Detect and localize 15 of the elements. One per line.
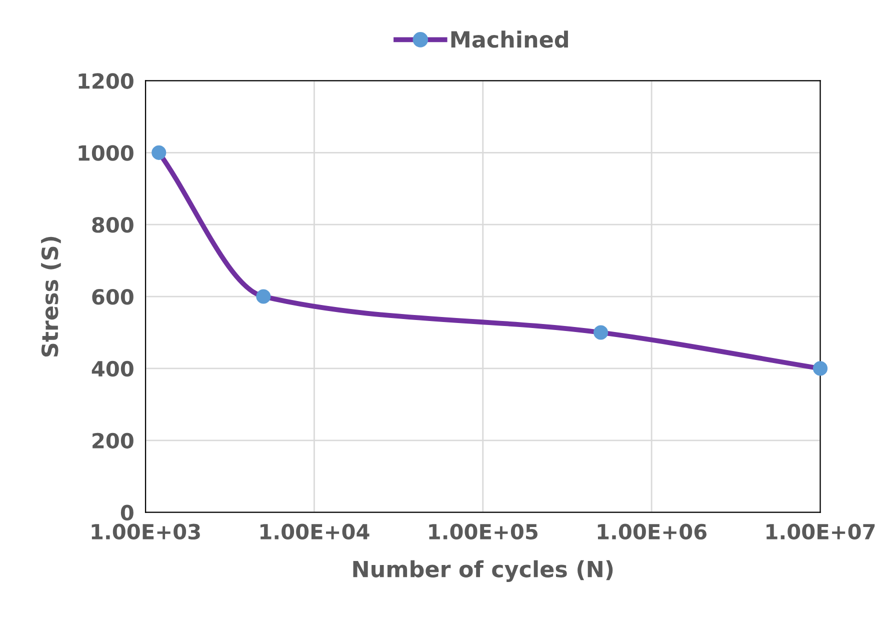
y-axis-title: Stress (S) — [41, 236, 61, 357]
y-tick-label: 800 — [92, 217, 134, 233]
x-tick-label: 1.00E+06 — [598, 524, 706, 540]
x-tick-label: 1.00E+05 — [429, 524, 538, 540]
y-tick-label: 0 — [120, 504, 134, 521]
x-axis-title: Number of cycles (N) — [353, 560, 613, 582]
x-tick-label: 1.00E+04 — [260, 524, 370, 540]
x-tick-label: 1.00E+07 — [766, 524, 875, 540]
y-tick-label: 400 — [92, 360, 134, 377]
y-tick-label: 1200 — [78, 73, 134, 89]
legend-label: Machined — [451, 30, 568, 48]
y-tick-label: 600 — [92, 288, 134, 305]
x-tick-label: 1.00E+03 — [92, 524, 200, 540]
y-tick-label: 200 — [92, 432, 134, 449]
y-tick-label: 1000 — [78, 145, 134, 161]
